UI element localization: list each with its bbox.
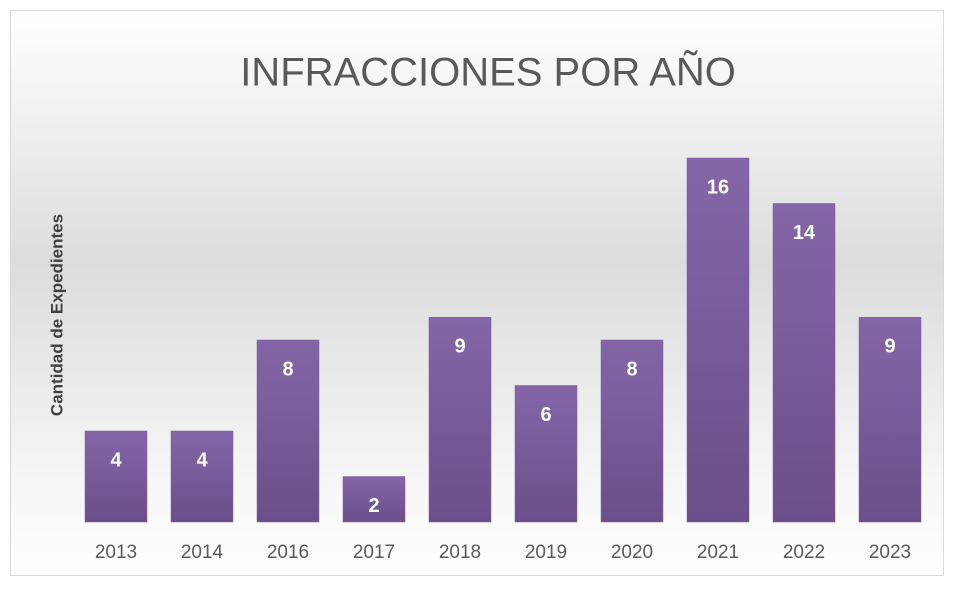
bar [600, 339, 664, 523]
bar [342, 476, 406, 523]
bar [686, 157, 750, 523]
data-label: 9 [884, 336, 895, 358]
bar [428, 317, 492, 523]
data-label: 6 [540, 404, 551, 426]
data-label: 4 [110, 449, 122, 471]
data-label: 9 [454, 336, 465, 358]
x-tick-label: 2021 [697, 542, 739, 563]
bar [170, 430, 234, 523]
bar [256, 339, 320, 523]
data-label: 16 [707, 176, 729, 198]
bar [772, 203, 836, 523]
x-tick-label: 2020 [611, 542, 653, 563]
x-tick-label: 2016 [267, 542, 309, 563]
data-label: 4 [196, 449, 208, 471]
x-tick-label: 2018 [439, 542, 481, 563]
x-tick-label: 2022 [783, 542, 825, 563]
bar [84, 430, 148, 523]
x-tick-label: 2014 [181, 542, 224, 563]
x-tick-label: 2019 [525, 542, 567, 563]
data-label: 14 [793, 222, 816, 244]
y-axis-label: Cantidad de Expedientes [47, 214, 66, 416]
bar [858, 317, 922, 523]
x-tick-label: 2013 [95, 542, 137, 563]
x-tick-label: 2023 [869, 542, 911, 563]
chart-title: INFRACCIONES POR AÑO [240, 50, 736, 95]
bar [514, 385, 578, 523]
x-tick-label: 2017 [353, 542, 395, 563]
data-label: 8 [626, 358, 637, 380]
data-label: 8 [282, 358, 293, 380]
data-label: 2 [368, 495, 379, 517]
